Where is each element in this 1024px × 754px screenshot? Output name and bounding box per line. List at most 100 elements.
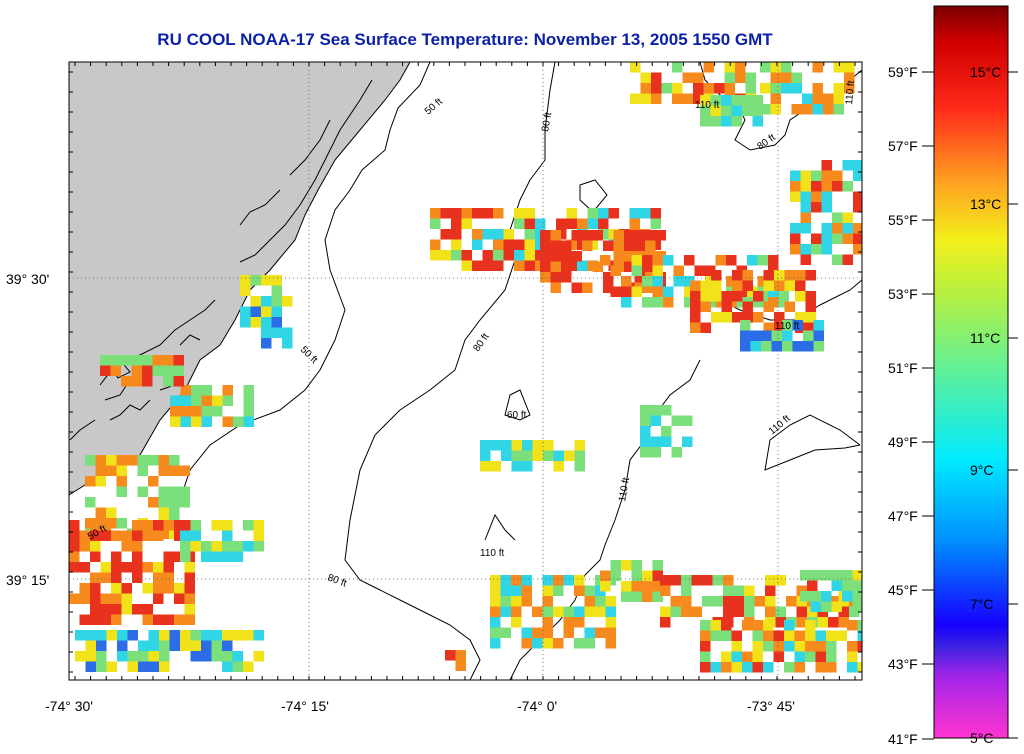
longitude-labels: -74° 30' -74° 15' -74° 0' -73° 45' — [45, 698, 795, 714]
sst-pixel — [521, 638, 532, 649]
sst-pixel — [690, 312, 701, 323]
sst-pixel — [621, 560, 632, 571]
sst-pixel — [561, 240, 572, 251]
colorbar — [933, 5, 1009, 739]
sst-pixel — [852, 601, 862, 612]
sst-pixel — [111, 604, 122, 615]
sst-pixel — [690, 301, 701, 312]
sst-pixel — [796, 617, 807, 628]
sst-pixel — [621, 297, 632, 308]
sst-pixel — [786, 596, 797, 607]
sst-pixel — [768, 286, 779, 297]
sst-pixel — [629, 218, 640, 229]
sst-pixel — [490, 461, 501, 472]
sst-pixel — [640, 447, 651, 458]
sst-pixel — [500, 575, 511, 586]
sst-pixel — [790, 170, 801, 181]
sst-pixel — [100, 593, 111, 604]
sst-pixel — [553, 450, 564, 461]
sst-pixel — [100, 530, 111, 541]
sst-pixel — [240, 275, 251, 286]
sst-pixel — [705, 265, 716, 276]
sst-pixel — [571, 251, 582, 262]
sst-pixel — [770, 83, 781, 94]
sst-pixel — [795, 280, 806, 291]
sst-pixel — [826, 662, 837, 673]
sst-pixel — [69, 530, 80, 541]
sst-pixel — [222, 630, 233, 641]
sst-pixel — [211, 520, 222, 531]
sst-pixel — [710, 630, 721, 641]
sst-pixel — [752, 105, 763, 116]
sst-pixel — [770, 104, 781, 115]
sst-pixel — [180, 541, 191, 552]
sst-pixel — [760, 83, 771, 94]
sst-pixel — [584, 596, 595, 607]
sst-pixel — [566, 239, 577, 250]
sst-pixel — [621, 591, 632, 602]
sst-pixel — [542, 638, 553, 649]
sst-pixel — [153, 562, 164, 573]
sst-pixel — [174, 551, 185, 562]
sst-pixel — [595, 596, 606, 607]
sst-pixel — [174, 520, 185, 531]
sst-pixel — [111, 583, 122, 594]
sst-pixel — [800, 223, 811, 234]
sst-pixel — [800, 170, 811, 181]
sst-pixel — [765, 575, 776, 586]
sst-pixel — [673, 276, 684, 287]
sst-pixel — [232, 651, 243, 662]
sst-pixel — [222, 551, 233, 562]
colorbar-ticks — [922, 71, 1018, 740]
sst-pixel — [700, 662, 711, 673]
sst-pixel — [191, 416, 202, 427]
sst-pixel — [805, 270, 816, 281]
sst-pixel — [811, 244, 822, 255]
contour-label-80ft: 80 ft — [540, 111, 554, 132]
sst-pixel — [663, 297, 674, 308]
sst-pixel — [127, 630, 138, 641]
sst-pixel — [621, 581, 632, 592]
sst-pixel — [522, 461, 533, 472]
sst-pixel — [233, 416, 244, 427]
fahrenheit-tick-label: 49°F — [888, 434, 918, 450]
sst-pixel — [731, 662, 742, 673]
sst-pixel — [652, 591, 663, 602]
sst-pixel — [163, 583, 174, 594]
sst-pixel — [543, 440, 554, 451]
sst-pixel — [832, 254, 843, 265]
sst-pixel — [514, 250, 525, 261]
sst-pixel — [493, 239, 504, 250]
sst-pixel — [775, 606, 786, 617]
sst-pixel — [232, 551, 243, 562]
sst-pixel — [490, 638, 501, 649]
sst-pixel — [744, 606, 755, 617]
sst-pixel — [184, 520, 195, 531]
sst-pixel — [726, 255, 737, 266]
sst-pixel — [240, 285, 251, 296]
sst-pixel — [142, 355, 153, 366]
sst-pixel — [778, 297, 789, 308]
sst-pixel — [282, 296, 293, 307]
sst-pixel — [655, 230, 666, 241]
sst-pixel — [805, 312, 816, 323]
sst-pixel — [673, 265, 684, 276]
sst-pixel — [832, 170, 843, 181]
sst-pixel — [148, 497, 159, 508]
sst-pixel — [700, 291, 711, 302]
sst-pixel — [577, 260, 588, 271]
sst-pixel — [640, 83, 651, 94]
sst-pixel — [271, 296, 282, 307]
sst-pixel — [490, 596, 501, 607]
sst-pixel — [153, 593, 164, 604]
sst-pixel — [184, 583, 195, 594]
sst-pixel — [624, 240, 635, 251]
sst-pixel — [493, 208, 504, 219]
sst-pixel — [482, 208, 493, 219]
sst-pixel — [792, 341, 803, 352]
sst-pixel — [790, 191, 801, 202]
sst-pixel — [690, 291, 701, 302]
sst-pixel — [184, 614, 195, 625]
sst-pixel — [663, 255, 674, 266]
sst-pixel — [812, 62, 823, 73]
